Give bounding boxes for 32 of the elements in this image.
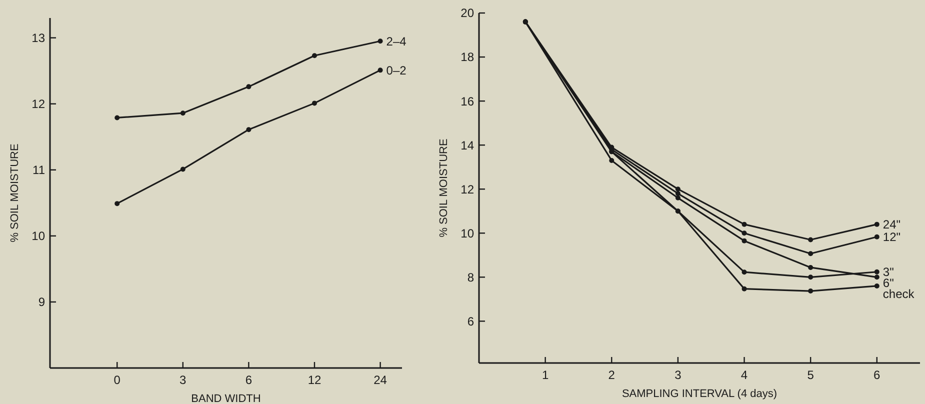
x-tick-label: 3 bbox=[674, 368, 682, 382]
y-tick-label: 9 bbox=[38, 295, 46, 310]
y-tick-label: 8 bbox=[467, 270, 474, 284]
series-label: 0–2 bbox=[386, 63, 407, 78]
x-tick-label: 3 bbox=[180, 373, 187, 387]
y-tick-label: 10 bbox=[460, 226, 474, 240]
x-tick-label: 12 bbox=[308, 373, 322, 387]
x-tick-label: 6 bbox=[245, 373, 252, 387]
y-tick-label: 13 bbox=[32, 31, 46, 46]
y-tick-label: 12 bbox=[460, 182, 474, 196]
x-tick-label: 24 bbox=[374, 373, 388, 387]
x-axis-title: SAMPLING INTERVAL (4 days) bbox=[622, 388, 778, 400]
y-tick-label: 10 bbox=[32, 229, 46, 244]
x-tick-label: 6 bbox=[874, 368, 881, 382]
x-tick-label: 0 bbox=[114, 373, 121, 387]
x-tick-label: 5 bbox=[807, 368, 814, 382]
y-axis-title: % SOIL MOISTURE bbox=[438, 138, 450, 238]
y-tick-label: 14 bbox=[460, 138, 474, 152]
series-label: 12" bbox=[882, 230, 901, 244]
y-tick-label: 16 bbox=[460, 94, 474, 108]
series-label: 24" bbox=[882, 218, 901, 232]
x-tick-label: 4 bbox=[740, 368, 748, 382]
y-axis-title: % SOIL MOISTURE bbox=[9, 144, 21, 242]
y-tick-label: 11 bbox=[32, 163, 46, 178]
y-tick-label: 20 bbox=[460, 6, 474, 20]
y-tick-label: 18 bbox=[460, 50, 474, 64]
x-axis-title: BAND WIDTH bbox=[191, 393, 261, 404]
x-tick-label: 1 bbox=[542, 368, 549, 382]
y-tick-label: 6 bbox=[467, 314, 474, 328]
series-label: 2–4 bbox=[386, 34, 407, 48]
x-tick-label: 2 bbox=[608, 368, 616, 382]
y-tick-label: 12 bbox=[32, 97, 46, 112]
